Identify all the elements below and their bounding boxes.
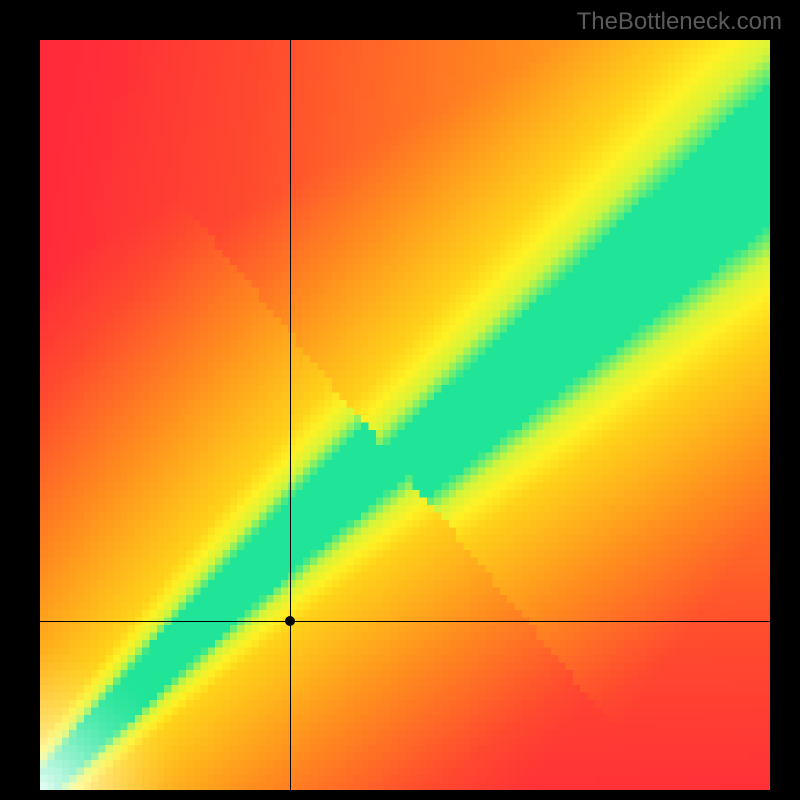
crosshair-vertical [290,40,291,790]
heatmap-chart [40,40,770,790]
crosshair-marker [285,616,295,626]
watermark-text: TheBottleneck.com [577,8,782,36]
crosshair-horizontal [40,621,770,622]
heatmap-canvas [40,40,770,790]
root-container: TheBottleneck.com [0,0,800,800]
